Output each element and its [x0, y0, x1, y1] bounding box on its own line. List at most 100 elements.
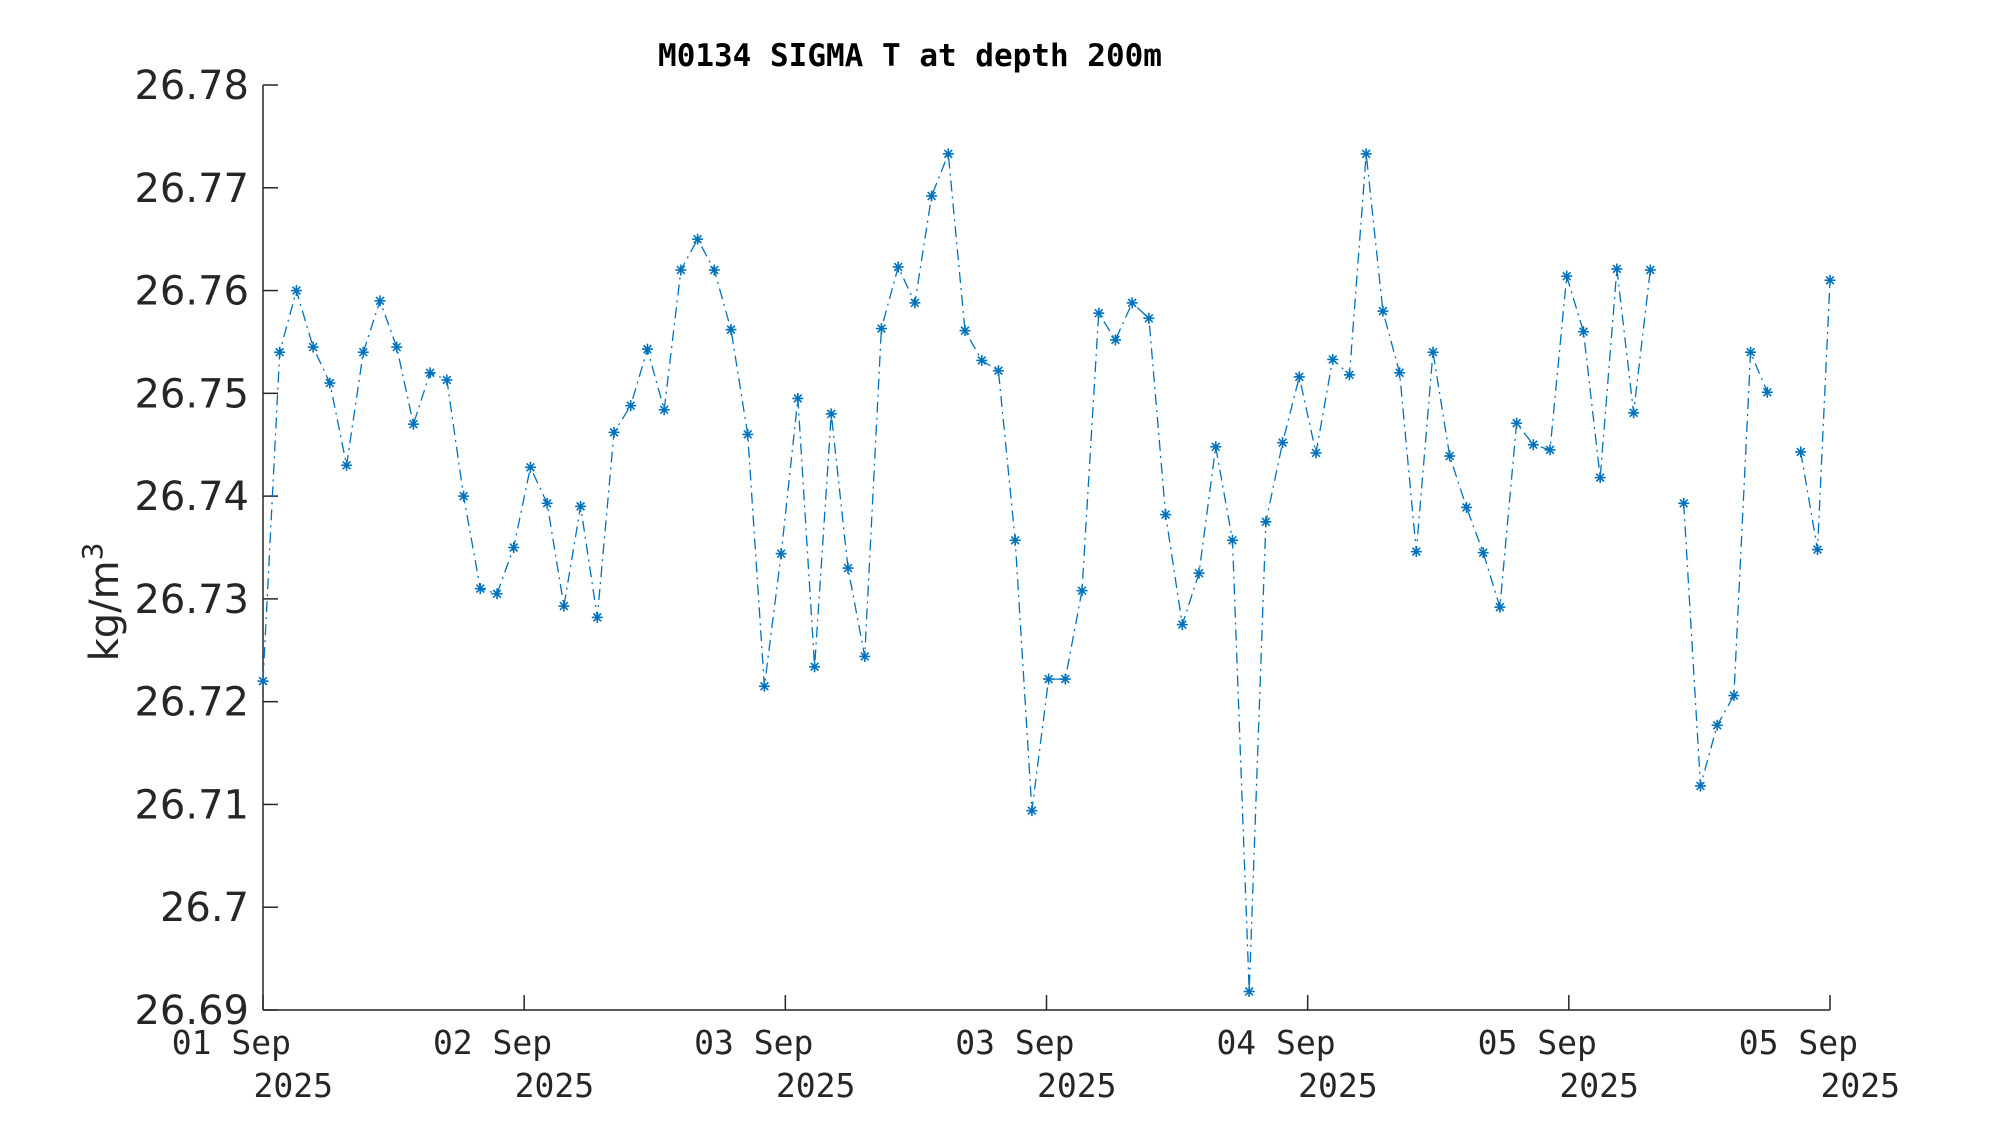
- data-point: [307, 341, 319, 353]
- data-point: [1444, 450, 1456, 462]
- data-point: [942, 148, 954, 160]
- data-point: [1059, 673, 1071, 685]
- x-tick-label-year: 2025: [1559, 1066, 1638, 1105]
- svg-text:kg/m3: kg/m3: [76, 543, 128, 662]
- data-point: [1678, 497, 1690, 509]
- x-tick-label-date: 01 Sep: [172, 1023, 291, 1062]
- data-point: [1761, 386, 1773, 398]
- x-tick-label-date: 03 Sep: [955, 1023, 1074, 1062]
- data-point: [842, 562, 854, 574]
- x-tick-label-year: 2025: [1037, 1066, 1116, 1105]
- data-point: [441, 374, 453, 386]
- x-tick-label-date: 05 Sep: [1739, 1023, 1858, 1062]
- data-point: [926, 190, 938, 202]
- data-point: [1594, 472, 1606, 484]
- data-point: [1427, 346, 1439, 358]
- data-point: [658, 404, 670, 416]
- data-point: [357, 346, 369, 358]
- y-axis-label-unit: kg/m: [82, 560, 128, 661]
- x-tick-label-year: 2025: [254, 1066, 333, 1105]
- data-point: [474, 583, 486, 595]
- data-point: [1527, 439, 1539, 451]
- data-point: [1243, 986, 1255, 997]
- x-tick-label-year: 2025: [776, 1066, 855, 1105]
- data-point: [274, 346, 286, 358]
- data-point: [742, 428, 754, 440]
- data-point: [458, 490, 470, 502]
- data-point: [524, 461, 536, 473]
- data-point: [976, 354, 988, 366]
- x-tick-label-date: 02 Sep: [433, 1023, 552, 1062]
- data-point: [892, 261, 904, 273]
- y-axis-label-exponent: 3: [76, 543, 109, 561]
- series-sigma-t: [257, 148, 1836, 997]
- data-point: [391, 341, 403, 353]
- x-tick-label-date: 03 Sep: [694, 1023, 813, 1062]
- data-point: [1644, 264, 1656, 276]
- x-tick-label-year: 2025: [1821, 1066, 1900, 1105]
- data-point: [1711, 719, 1723, 731]
- data-point: [541, 497, 553, 509]
- data-point: [1795, 446, 1807, 458]
- axes: [262, 85, 1830, 1011]
- data-point: [1193, 567, 1205, 579]
- x-tick-label-date: 05 Sep: [1478, 1023, 1597, 1062]
- data-point: [875, 323, 887, 335]
- y-tick-label: 26.77: [134, 166, 249, 212]
- data-point: [558, 600, 570, 612]
- data-point: [725, 324, 737, 336]
- x-tick-label-year: 2025: [1298, 1066, 1377, 1105]
- y-tick-label: 26.76: [134, 269, 249, 315]
- y-tick-label: 26.73: [134, 577, 249, 623]
- data-point: [1628, 407, 1640, 419]
- series-line-segment: [262, 153, 1651, 992]
- y-tick-label: 26.74: [134, 474, 249, 520]
- data-point: [992, 365, 1004, 377]
- data-point: [1093, 307, 1105, 319]
- data-point: [508, 542, 520, 553]
- y-tick-label: 26.71: [134, 782, 249, 828]
- data-point: [1327, 353, 1339, 365]
- data-point: [1293, 371, 1305, 383]
- data-point: [675, 264, 687, 276]
- data-point: [641, 343, 653, 355]
- data-point: [859, 650, 871, 662]
- series-line-segment: [1800, 280, 1831, 550]
- data-point: [608, 426, 620, 438]
- data-point: [1176, 619, 1188, 631]
- data-point: [708, 264, 720, 276]
- data-point: [1460, 501, 1472, 513]
- data-point: [1277, 437, 1289, 449]
- data-point: [1544, 444, 1556, 456]
- data-point: [374, 295, 386, 307]
- y-tick-label: 26.7: [160, 885, 249, 931]
- data-point: [491, 588, 503, 600]
- data-point: [1360, 148, 1372, 160]
- data-point: [1009, 534, 1021, 546]
- data-point: [1745, 346, 1757, 358]
- data-point: [1561, 270, 1573, 282]
- data-point: [1160, 509, 1172, 521]
- data-point: [692, 233, 704, 245]
- data-point: [1824, 274, 1836, 286]
- data-point: [1260, 516, 1272, 528]
- x-tick-label-date: 04 Sep: [1216, 1023, 1335, 1062]
- data-point: [407, 418, 419, 430]
- data-point: [324, 377, 336, 389]
- data-point: [257, 675, 269, 687]
- data-point: [1343, 369, 1355, 381]
- data-point: [1494, 601, 1506, 613]
- data-point: [1811, 544, 1823, 556]
- data-point: [775, 548, 787, 560]
- data-point: [909, 297, 921, 309]
- data-point: [424, 367, 436, 379]
- data-point: [1611, 263, 1623, 275]
- data-point: [1043, 673, 1055, 685]
- chart-title: M0134 SIGMA T at depth 200m: [658, 38, 1162, 74]
- series-line-segment: [1683, 351, 1768, 787]
- data-point: [1694, 780, 1706, 792]
- data-point: [1477, 547, 1489, 559]
- data-point: [1126, 297, 1138, 309]
- y-tick-label: 26.72: [134, 680, 249, 726]
